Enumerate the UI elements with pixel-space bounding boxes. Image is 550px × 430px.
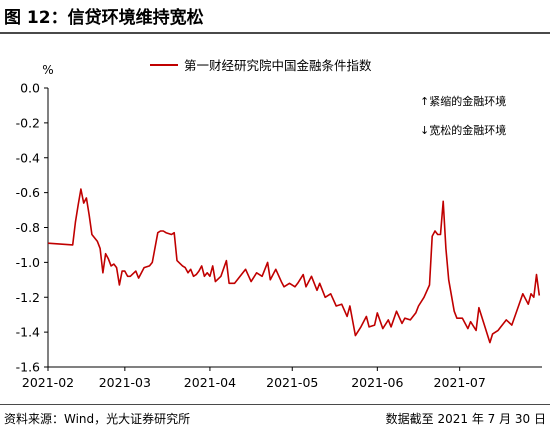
y-tick-label: -0.2	[16, 115, 40, 130]
title-divider	[0, 32, 550, 34]
x-tick-label: 2021-06	[351, 375, 403, 390]
y-tick-label: -1.4	[16, 325, 40, 340]
figure-title-bar: 图 12：信贷环境维持宽松	[0, 0, 550, 30]
x-tick-label: 2021-04	[184, 375, 236, 390]
x-tick-label: 2021-03	[99, 375, 151, 390]
y-tick-label: -0.8	[16, 220, 40, 235]
y-tick-label: -1.6	[16, 360, 40, 375]
y-tick-label: -0.4	[16, 150, 40, 165]
legend-label: 第一财经研究院中国金融条件指数	[184, 58, 372, 73]
legend: 第一财经研究院中国金融条件指数	[150, 58, 372, 73]
line-chart: 0.0 -0.2 -0.4 -0.6 -0.8 -1.0 -1.2 -1.4 -1.6 2021…	[16, 58, 542, 390]
y-tick-label: -1.0	[16, 255, 40, 270]
y-tick-label: -1.2	[16, 290, 40, 305]
series-line	[47, 188, 541, 344]
y-tick-label: -0.6	[16, 185, 40, 200]
y-tick-layer: 0.0 -0.2 -0.4 -0.6 -0.8 -1.0 -1.2 -1.4 -1.6	[16, 81, 48, 375]
y-tick-label: 0.0	[20, 81, 40, 96]
x-tick-label: 2021-07	[434, 375, 486, 390]
x-tick-label: 2021-05	[266, 375, 318, 390]
figure-footer: 资料来源：Wind，光大证券研究所 数据截至 2021 年 7 月 30 日	[0, 404, 550, 430]
footer-divider	[0, 404, 550, 405]
annotation-tightening: ↑紧缩的金融环境	[420, 94, 506, 108]
x-tick-layer: 2021-02 2021-03 2021-04 2021-05 2021-06 2021-…	[22, 367, 486, 390]
figure-title: 图 12：信贷环境维持宽松	[4, 8, 204, 28]
data-source-note: 资料来源：Wind，光大证券研究所	[4, 412, 191, 426]
y-unit-label: %	[42, 63, 53, 77]
annotation-easing: ↓宽松的金融环境	[420, 123, 506, 137]
x-tick-label: 2021-02	[22, 375, 74, 390]
data-date-note: 数据截至 2021 年 7 月 30 日	[385, 412, 546, 426]
